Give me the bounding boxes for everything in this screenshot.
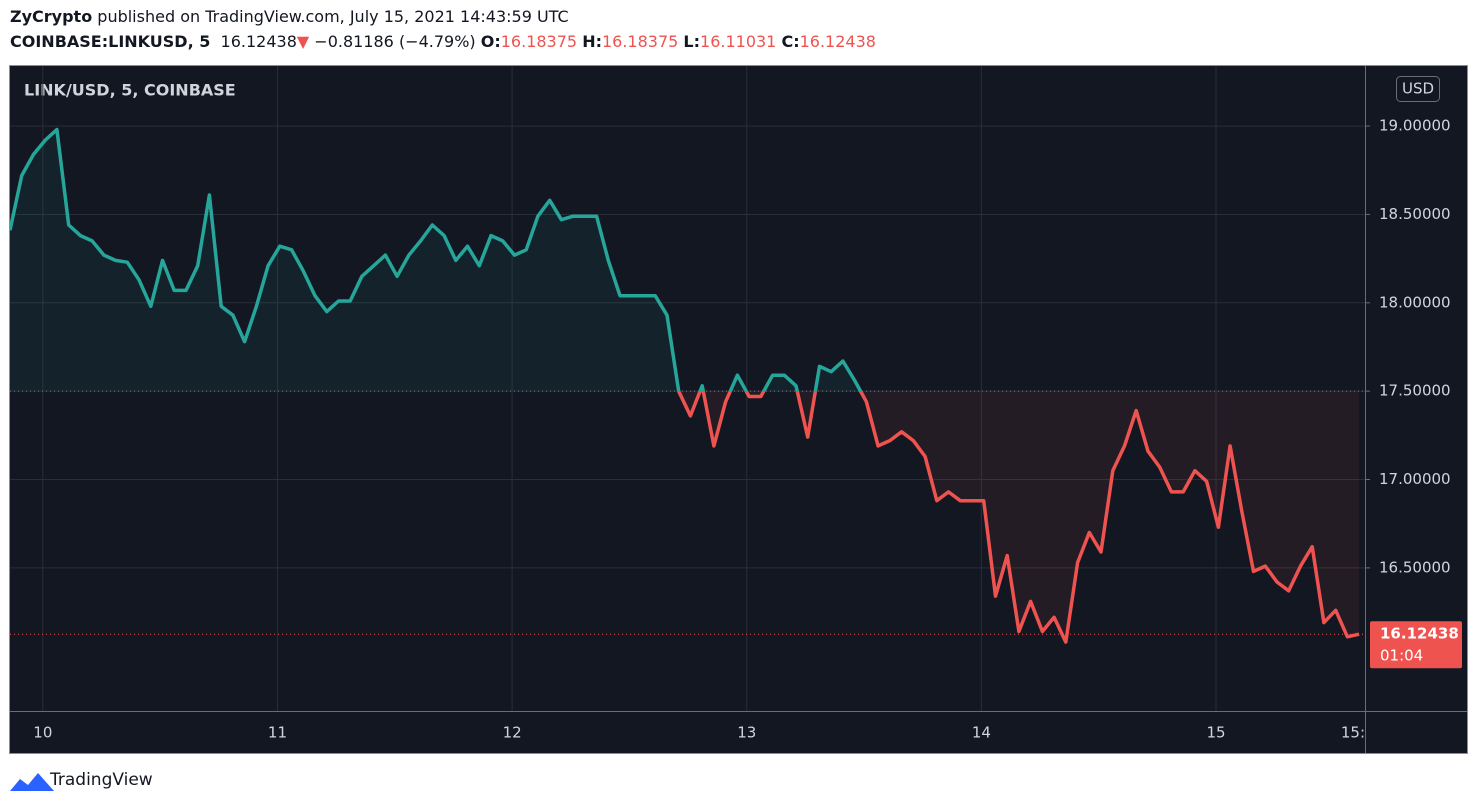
author: ZyCrypto <box>10 7 93 26</box>
countdown: 01:04 <box>1380 647 1423 665</box>
x-tick-label: 12 <box>503 724 522 742</box>
last-price-box <box>1370 621 1462 669</box>
logo <box>10 773 54 791</box>
symbol: COINBASE:LINKUSD, 5 <box>10 32 211 51</box>
published: published on TradingView.com, July 15, 2… <box>97 7 569 26</box>
close-label: C: <box>781 32 800 51</box>
low-label: L: <box>683 32 701 51</box>
y-tick-label: 19.00000 <box>1379 117 1451 135</box>
x-tick-label: 11 <box>268 724 287 742</box>
low: 16.11031 <box>700 32 777 51</box>
last-price-label: 16.12438 <box>1380 625 1459 643</box>
x-tick-label: 15: <box>1341 724 1365 742</box>
y-tick-label: 18.00000 <box>1379 293 1451 311</box>
x-tick-label: 13 <box>737 724 756 742</box>
open: 16.18375 <box>500 32 578 51</box>
header-line-2: COINBASE:LINKUSD, 5 16.12438▼ −0.81186 (… <box>10 32 876 51</box>
header-line-1: ZyCrypto published on TradingView.com, J… <box>10 7 569 26</box>
high-label: H: <box>582 32 602 51</box>
logo-icon <box>10 773 54 791</box>
y-tick-label: 16.50000 <box>1379 558 1451 576</box>
close: 16.12438 <box>799 32 876 51</box>
price: 16.12438 <box>220 32 297 51</box>
area-below <box>10 391 1360 643</box>
area-above <box>10 129 861 392</box>
chart-frame <box>9 65 1468 754</box>
currency-box <box>1396 76 1440 102</box>
x-tick-label: 10 <box>33 724 52 742</box>
y-tick-label: 17.00000 <box>1379 470 1451 488</box>
line-below <box>676 391 1360 644</box>
footer-brand: TradingView <box>50 770 153 790</box>
currency: USD <box>1402 80 1434 98</box>
change: −0.81186 (−4.79%) <box>314 32 476 51</box>
x-tick-label: 14 <box>972 724 991 742</box>
arrow: ▼ <box>296 32 310 51</box>
legend: LINK/USD, 5, COINBASE <box>24 81 236 100</box>
high: 16.18375 <box>601 32 679 51</box>
x-tick-label: 15 <box>1206 724 1225 742</box>
y-tick-label: 17.50000 <box>1379 382 1451 400</box>
open-label: O: <box>480 32 501 51</box>
line-above <box>10 127 863 392</box>
y-tick-label: 18.50000 <box>1379 205 1451 223</box>
